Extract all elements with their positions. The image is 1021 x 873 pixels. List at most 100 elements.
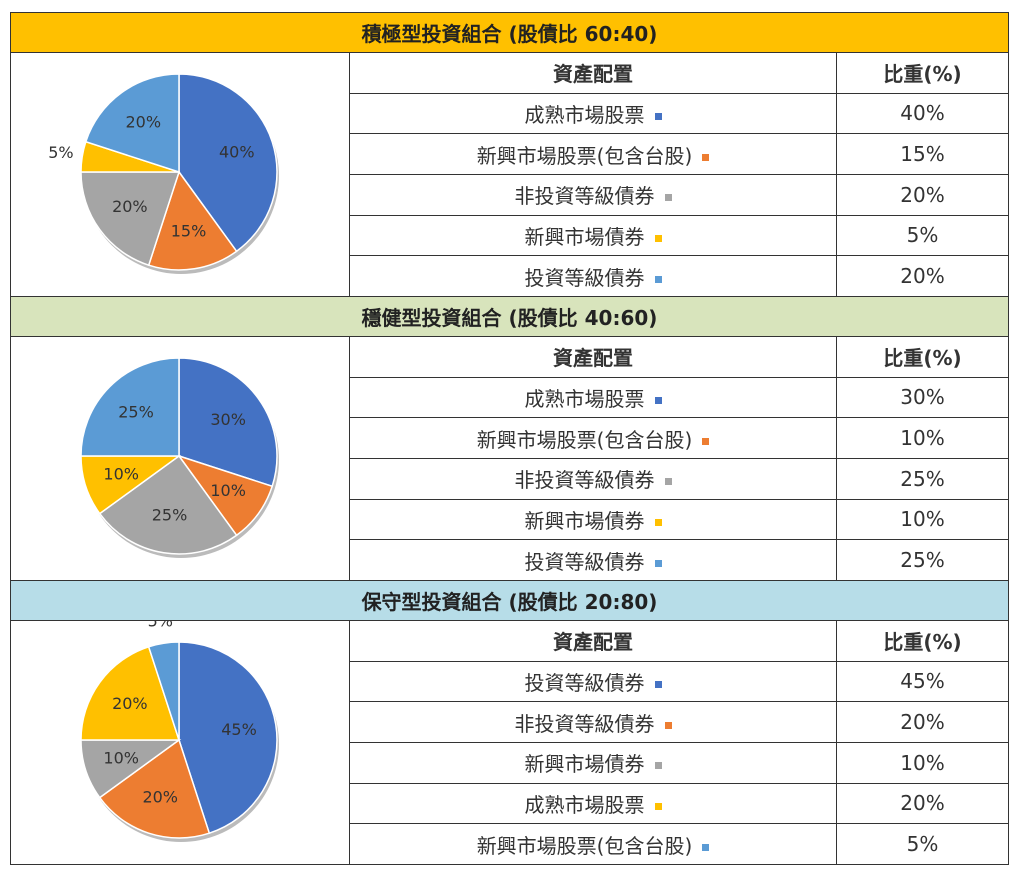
slice-label: 40%	[219, 143, 255, 162]
asset-label: 非投資等級債券	[514, 468, 655, 493]
pie-cell: 30% 10% 25% 10% 25%	[10, 336, 350, 581]
legend-swatch	[702, 153, 710, 161]
slice-label: 20%	[142, 787, 178, 806]
legend-swatch	[664, 194, 672, 202]
weight-cell: 5%	[835, 823, 1010, 865]
weight-cell: 10%	[835, 741, 1010, 784]
data-row: 成熟市場股票 30%	[11, 376, 1010, 419]
slice-label: 25%	[152, 506, 188, 525]
pie-slice	[80, 357, 180, 457]
asset-label: 新興市場債券	[524, 508, 645, 533]
weight-cell: 20%	[835, 782, 1010, 825]
asset-label: 新興市場股票(包含台股)	[476, 427, 693, 452]
legend-swatch	[654, 396, 662, 404]
asset-label: 投資等級債券	[524, 549, 645, 574]
data-row: 新興市場股票(包含台股) 15%	[11, 133, 1010, 175]
asset-label: 非投資等級債券	[514, 711, 655, 736]
header-cell: 資產配置	[349, 52, 837, 94]
slice-label: 20%	[126, 112, 162, 131]
header-cell: 資產配置	[349, 336, 837, 378]
slice-label: 5%	[48, 143, 73, 162]
legend-swatch	[654, 559, 662, 567]
asset-cell: 投資等級債券	[349, 255, 837, 297]
title-row: 穩健型投資組合 (股債比 40:60)	[9, 296, 1010, 337]
header-cell: 比重(%)	[835, 336, 1010, 378]
asset-label: 成熟市場股票	[524, 102, 645, 127]
data-row: 成熟市場股票 20%	[11, 782, 1010, 825]
asset-label: 新興市場股票(包含台股)	[476, 143, 693, 168]
pie-slice	[98, 454, 238, 555]
header-row: 30% 10% 25% 10% 25% 資產配置 比重(%)	[10, 336, 1010, 581]
title-row: 保守型投資組合 (股債比 20:80)	[9, 580, 1010, 621]
legend-swatch	[654, 680, 662, 688]
data-row: 新興市場債券 5%	[11, 214, 1010, 257]
weight-cell: 25%	[835, 457, 1010, 500]
pie-slice	[80, 645, 181, 741]
pie-slice	[98, 738, 211, 839]
header-cell: 比重(%)	[835, 620, 1010, 662]
asset-cell: 新興市場債券	[349, 741, 837, 784]
slice-label: 45%	[221, 720, 257, 739]
asset-label: 新興市場債券	[524, 752, 645, 777]
asset-label: 新興市場股票(包含台股)	[476, 833, 693, 858]
legend-swatch	[654, 234, 662, 242]
asset-label: 新興市場債券	[524, 224, 645, 249]
header-cell: 比重(%)	[835, 52, 1010, 94]
slice-label: 20%	[112, 694, 148, 713]
title-row: 積極型投資組合 (股債比 60:40)	[9, 12, 1010, 53]
weight-cell: 45%	[835, 660, 1010, 703]
pie-slice	[178, 357, 278, 488]
legend-swatch	[664, 721, 672, 729]
data-row: 新興市場債券 10%	[11, 741, 1010, 784]
asset-cell: 新興市場債券	[349, 214, 837, 257]
asset-cell: 非投資等級債券	[349, 173, 837, 216]
pie-chart: 30% 10% 25% 10% 25%	[80, 357, 279, 558]
slice-label: 25%	[118, 403, 154, 422]
pie-chart: 45% 20% 10% 20% 5%	[80, 611, 279, 842]
weight-cell: 30%	[835, 376, 1010, 419]
slice-label: 5%	[148, 621, 173, 630]
data-row: 新興市場債券 10%	[11, 498, 1010, 541]
data-row: 新興市場股票(包含台股) 5%	[11, 823, 1010, 865]
asset-cell: 成熟市場股票	[349, 782, 837, 825]
slice-label: 10%	[103, 748, 139, 767]
allocation-table: 積極型投資組合 (股債比 60:40) 40% 15% 20% 5% 20% 資產配置 比重(…	[9, 12, 1010, 865]
asset-cell: 新興市場股票(包含台股)	[349, 133, 837, 175]
asset-cell: 成熟市場股票	[349, 92, 837, 135]
asset-label: 成熟市場股票	[524, 386, 645, 411]
header-row: 40% 15% 20% 5% 20% 資產配置 比重(%)	[10, 52, 1010, 297]
header-cell: 資產配置	[349, 620, 837, 662]
asset-cell: 投資等級債券	[349, 539, 837, 581]
legend-swatch	[654, 275, 662, 283]
weight-cell: 40%	[835, 92, 1010, 135]
data-row: 成熟市場股票 40%	[11, 92, 1010, 135]
pie-cell: 45% 20% 10% 20% 5%	[10, 611, 350, 865]
section-title: 保守型投資組合 (股債比 20:80)	[9, 580, 1010, 621]
asset-cell: 新興市場股票(包含台股)	[349, 417, 837, 459]
weight-cell: 20%	[835, 255, 1010, 297]
slice-label: 10%	[103, 464, 139, 483]
asset-cell: 新興市場股票(包含台股)	[349, 823, 837, 865]
asset-cell: 非投資等級債券	[349, 457, 837, 500]
slice-label: 20%	[112, 197, 148, 216]
legend-swatch	[654, 762, 662, 770]
weight-cell: 10%	[835, 498, 1010, 541]
asset-cell: 非投資等級債券	[349, 701, 837, 743]
legend-swatch	[702, 437, 710, 445]
asset-cell: 新興市場債券	[349, 498, 837, 541]
pie-slice	[178, 73, 278, 253]
pie-slice	[147, 170, 238, 271]
weight-cell: 25%	[835, 539, 1010, 581]
data-row: 新興市場股票(包含台股) 10%	[11, 417, 1010, 459]
legend-swatch	[654, 518, 662, 526]
slice-label: 15%	[171, 222, 207, 241]
weight-cell: 10%	[835, 417, 1010, 459]
legend-swatch	[664, 478, 672, 486]
asset-cell: 投資等級債券	[349, 660, 837, 703]
pie-slice	[80, 171, 181, 267]
weight-cell: 15%	[835, 133, 1010, 175]
slice-label: 10%	[210, 481, 246, 500]
legend-swatch	[654, 112, 662, 120]
